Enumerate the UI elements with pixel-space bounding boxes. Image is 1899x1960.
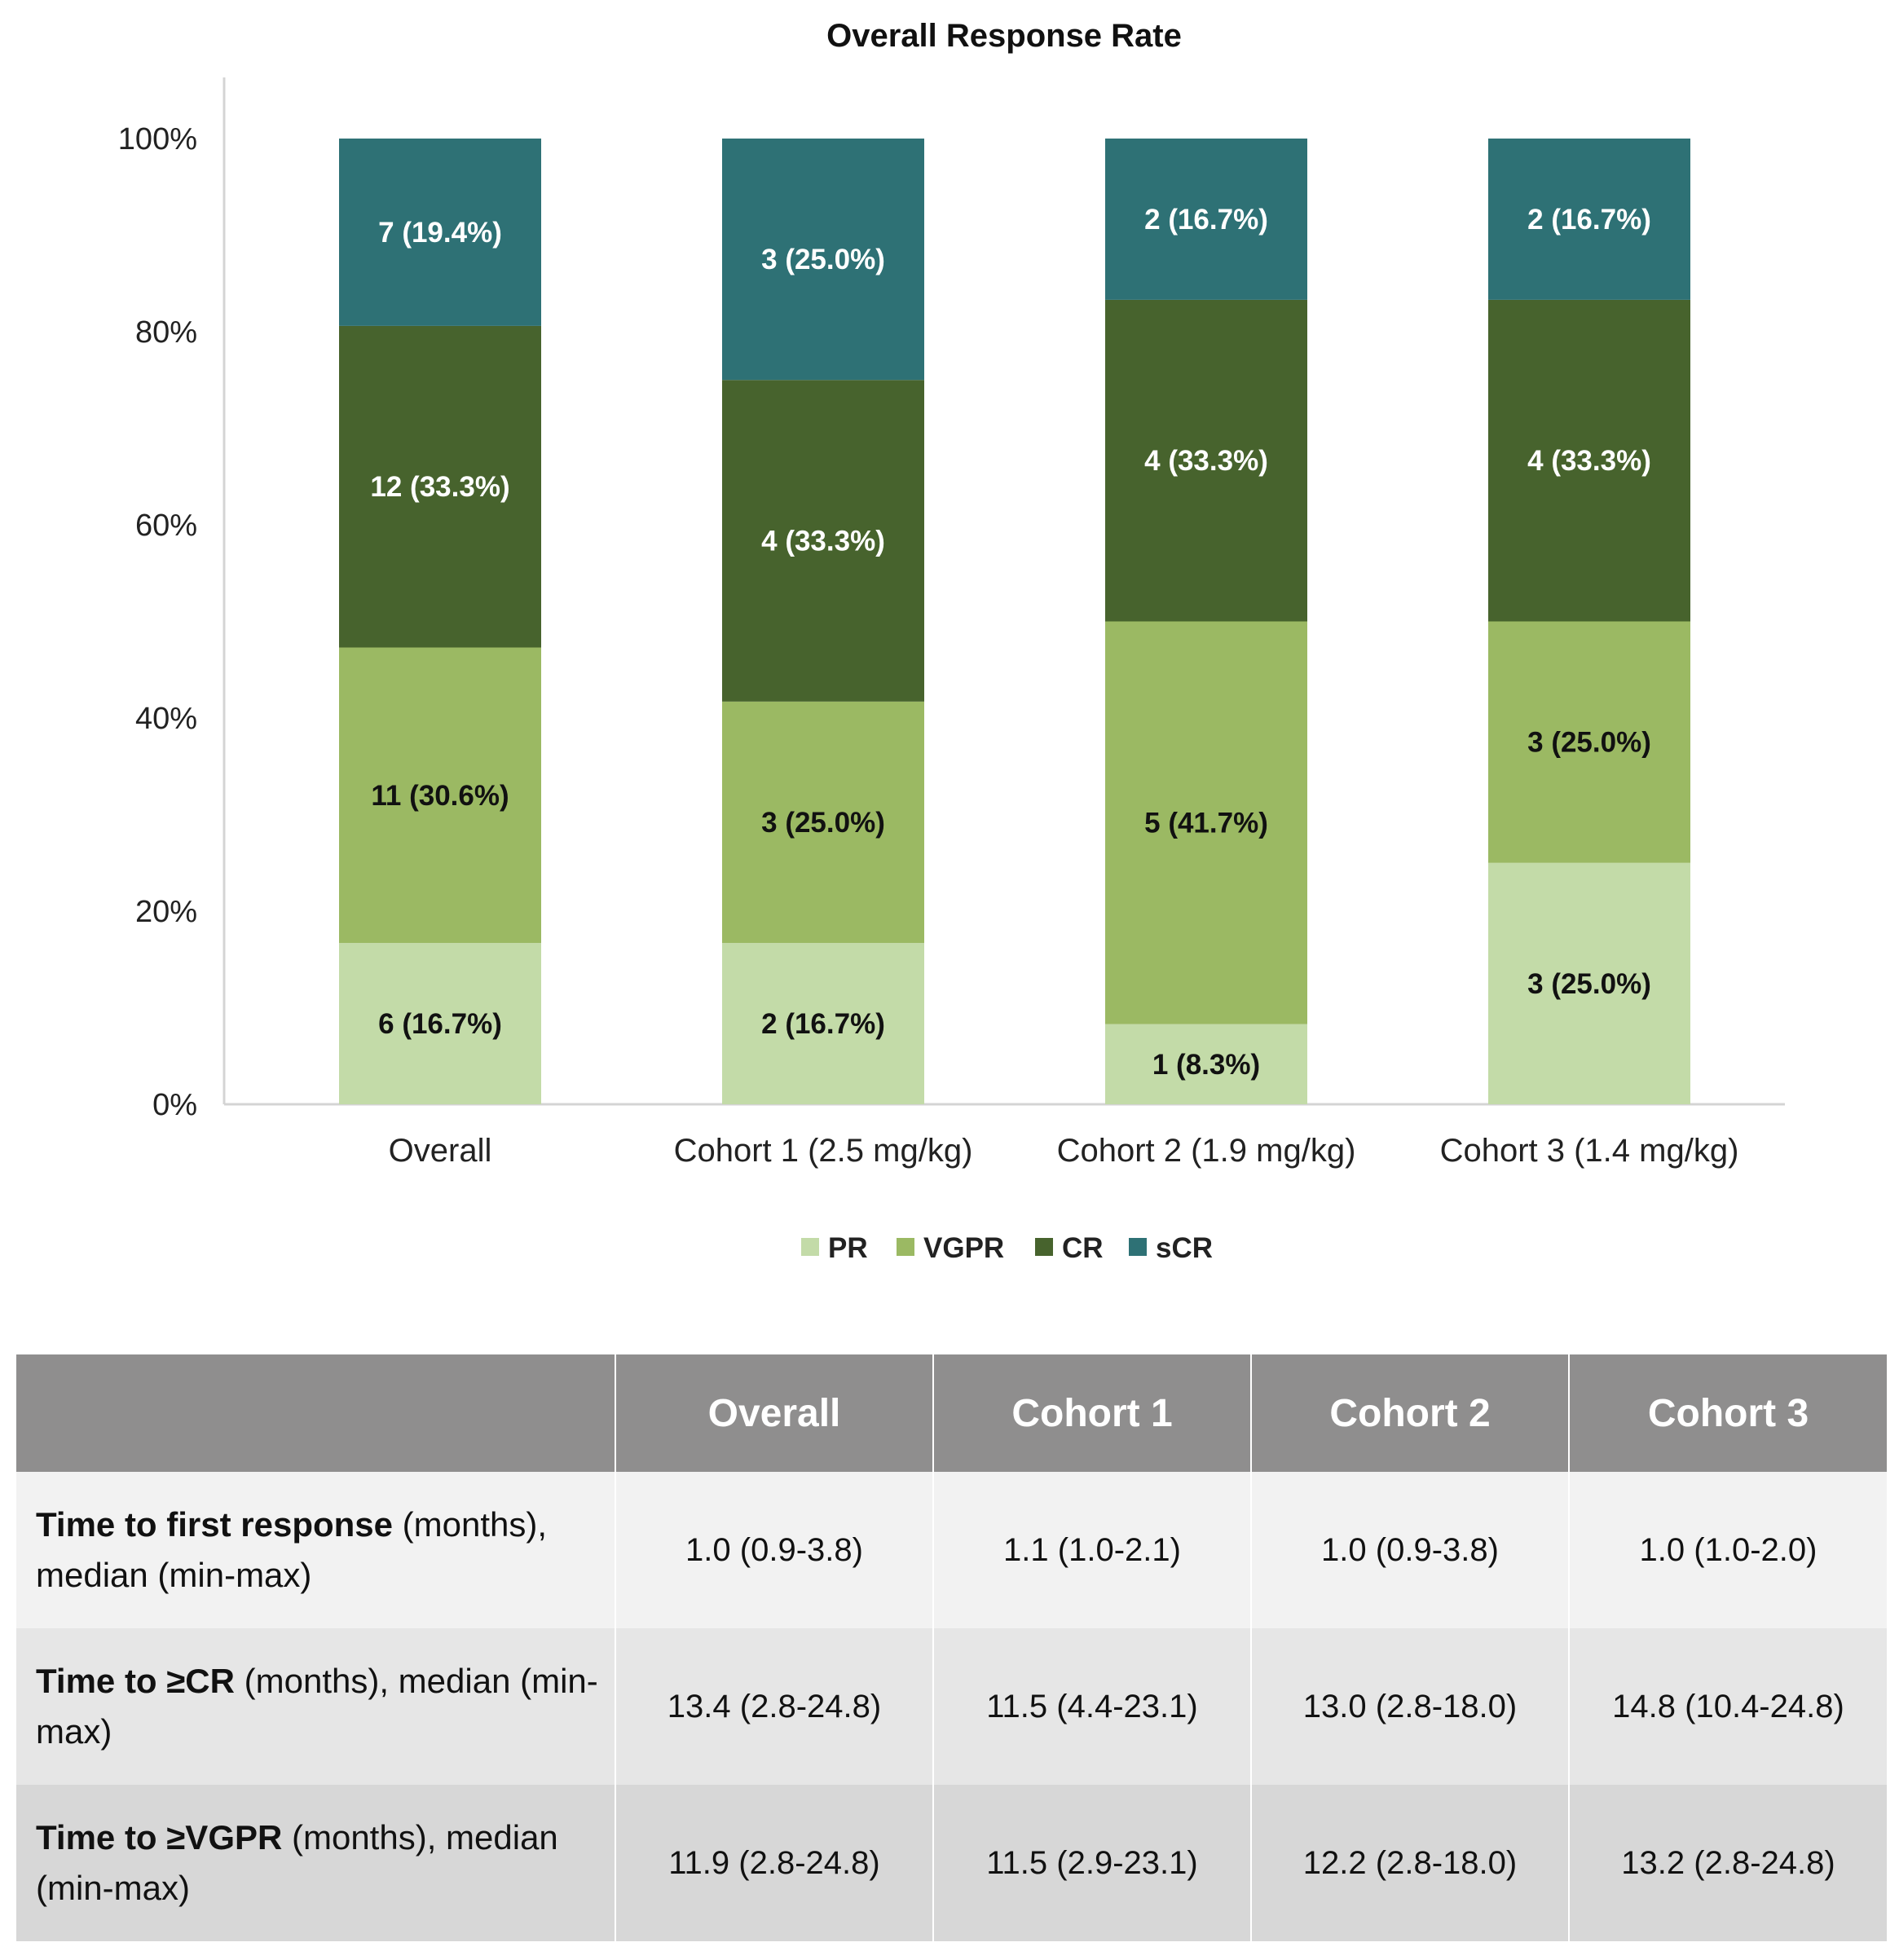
- table-cell: 11.5 (2.9-23.1): [933, 1785, 1252, 1941]
- y-tick-label: 20%: [135, 895, 197, 929]
- data-label: 1 (8.3%): [1152, 1049, 1260, 1081]
- table-cell: 11.9 (2.8-24.8): [615, 1785, 934, 1941]
- table-cell: 11.5 (4.4-23.1): [933, 1628, 1252, 1785]
- bar-segment-vgpr: [722, 701, 924, 944]
- table-cell: 1.0 (0.9-3.8): [1251, 1472, 1570, 1628]
- data-label: 7 (19.4%): [378, 217, 502, 249]
- legend-label-vgpr: VGPR: [923, 1232, 1004, 1264]
- bar-segment-pr: [1488, 862, 1690, 1104]
- bar-segment-pr: [1105, 1024, 1307, 1104]
- legend-swatch-vgpr: [897, 1238, 914, 1256]
- row-label: Time to ≥CR (months), median (min-max): [16, 1628, 616, 1785]
- data-label: 4 (33.3%): [761, 526, 885, 557]
- table-row-cr: Time to ≥CR (months), median (min-max) 1…: [16, 1628, 1887, 1785]
- bar-segment-scr: [1488, 139, 1690, 300]
- data-label: 3 (25.0%): [761, 244, 885, 275]
- legend-label-cr: CR: [1062, 1232, 1104, 1264]
- data-label: 3 (25.0%): [761, 807, 885, 839]
- legend-label-scr: sCR: [1156, 1232, 1213, 1264]
- row-label-rest: (months), median (min-max): [36, 1662, 598, 1751]
- legend-swatch-cr: [1035, 1238, 1053, 1256]
- legend-label-pr: PR: [828, 1232, 868, 1264]
- row-label: Time to ≥VGPR (months), median (min-max): [16, 1785, 616, 1941]
- data-label: 5 (41.7%): [1144, 808, 1268, 839]
- y-tick-label: 60%: [135, 509, 197, 543]
- header-cell-cohort-2: Cohort 2: [1251, 1354, 1570, 1472]
- chart-svg: Overall Response Rate 0% 20% 40% 60% 80% 100% 6…: [118, 18, 1785, 1264]
- table-cell: 13.2 (2.8-24.8): [1569, 1785, 1887, 1941]
- table-header-row: Overall Cohort 1 Cohort 2 Cohort 3: [16, 1354, 1887, 1472]
- data-label: 6 (16.7%): [378, 1008, 502, 1040]
- bar-segment-pr: [722, 943, 924, 1104]
- table-cell: 12.2 (2.8-18.0): [1251, 1785, 1570, 1941]
- header-cell-cohort-1: Cohort 1: [933, 1354, 1252, 1472]
- data-label: 11 (30.6%): [371, 780, 509, 812]
- header-cell-overall: Overall: [615, 1354, 934, 1472]
- table-cell: 14.8 (10.4-24.8): [1569, 1628, 1887, 1785]
- x-category-label: Cohort 1 (2.5 mg/kg): [674, 1133, 973, 1169]
- y-tick-label: 100%: [118, 122, 197, 156]
- bar-segment-cr: [1105, 299, 1307, 622]
- table-row-vgpr: Time to ≥VGPR (months), median (min-max)…: [16, 1785, 1887, 1941]
- row-label-rest: (months), median (min-max): [36, 1818, 558, 1907]
- bar-segment-vgpr: [1488, 621, 1690, 863]
- bar-segment-cr: [1488, 299, 1690, 622]
- bar-segment-pr: [339, 943, 541, 1104]
- bar-segment-cr: [722, 380, 924, 702]
- chart-title: Overall Response Rate: [826, 18, 1182, 54]
- data-label: 12 (33.3%): [370, 471, 509, 503]
- row-label-rest: (months), median (min-max): [36, 1505, 548, 1594]
- data-label: 2 (16.7%): [761, 1008, 885, 1040]
- table-cell: 1.1 (1.0-2.1): [933, 1472, 1252, 1628]
- bar-segment-vgpr: [1105, 621, 1307, 1024]
- summary-table: Overall Cohort 1 Cohort 2 Cohort 3 Time …: [16, 1354, 1887, 1941]
- table-cell: 13.4 (2.8-24.8): [615, 1628, 934, 1785]
- table-row-first-response: Time to first response (months), median …: [16, 1472, 1887, 1628]
- data-label: 4 (33.3%): [1527, 445, 1651, 477]
- row-label: Time to first response (months), median …: [16, 1472, 616, 1628]
- legend-swatch-scr: [1129, 1238, 1147, 1256]
- row-label-bold: Time to ≥VGPR: [36, 1818, 283, 1856]
- x-category-label: Cohort 3 (1.4 mg/kg): [1440, 1133, 1739, 1169]
- y-tick-label: 40%: [135, 702, 197, 736]
- data-label: 3 (25.0%): [1527, 727, 1651, 759]
- data-label: 2 (16.7%): [1527, 204, 1651, 236]
- y-tick-label: 0%: [152, 1088, 197, 1122]
- y-tick-label: 80%: [135, 315, 197, 350]
- row-label-bold: Time to ≥CR: [36, 1662, 235, 1700]
- x-category-label: Cohort 2 (1.9 mg/kg): [1057, 1133, 1356, 1169]
- table-cell: 1.0 (1.0-2.0): [1569, 1472, 1887, 1628]
- stacked-bar-chart: Overall Response Rate 0% 20% 40% 60% 80% 100% 6…: [118, 18, 1785, 1264]
- data-label: 2 (16.7%): [1144, 204, 1268, 236]
- table-cell: 13.0 (2.8-18.0): [1251, 1628, 1570, 1785]
- data-label: 3 (25.0%): [1527, 968, 1651, 1000]
- header-cell-cohort-3: Cohort 3: [1569, 1354, 1887, 1472]
- bar-segment-scr: [1105, 139, 1307, 300]
- x-category-label: Overall: [389, 1133, 492, 1169]
- bar-segment-cr: [339, 325, 541, 648]
- bar-segment-vgpr: [339, 647, 541, 944]
- row-label-bold: Time to first response: [36, 1505, 394, 1544]
- data-label: 4 (33.3%): [1144, 445, 1268, 477]
- legend-swatch-pr: [801, 1238, 819, 1256]
- table-cell: 1.0 (0.9-3.8): [615, 1472, 934, 1628]
- bar-segment-scr: [722, 139, 924, 381]
- header-cell-empty: [16, 1354, 616, 1472]
- bar-segment-scr: [339, 139, 541, 326]
